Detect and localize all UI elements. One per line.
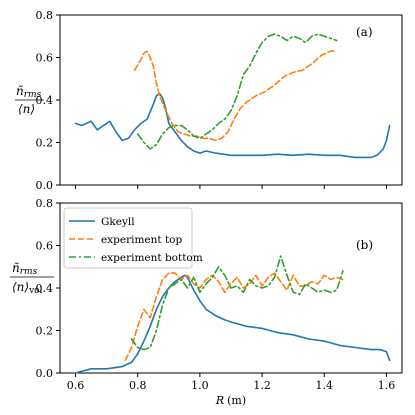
legend-label-3: experiment bottom [101,252,203,264]
panel-a-y-tick-label: 0.8 [36,9,54,22]
panel-a-ylabel-denominator: ⟨n⟩ [18,102,35,116]
panel-b-series-line-1 [74,274,391,374]
panel-b-series [74,255,391,374]
panel-a-y-tick-label: 0.6 [36,52,54,65]
legend-items: Gkeyll experiment top experiment bottom [69,216,203,264]
panel-b-x-tick-label: 1.6 [378,379,396,392]
panel-b-series-line-3 [130,255,344,351]
panel-b: 0.0 0.2 0.4 0.6 0.8 0.6 0.8 1.0 1.2 1.4 1.6 (b) ñ… [10,197,403,407]
panel-b-label: (b) [356,238,373,252]
panel-b-y-tick-label: 0.8 [36,197,54,210]
panel-a-y-tick-label: 0.2 [36,137,54,150]
panel-a-y-ticks: 0.0 0.2 0.4 0.6 0.8 [36,9,60,192]
panel-b-series-line-2 [124,272,344,362]
panel-b-y-tick-label: 0.2 [36,325,54,338]
legend-box [63,207,193,269]
panel-a: 0.0 0.2 0.4 0.6 0.8 (a) ñrms ⟨n⟩ [15,9,403,192]
panel-b-y-axis-label: ñrms ⟨n⟩vol [10,261,54,296]
panel-b-y-tick-label: 0.0 [36,367,54,380]
panel-a-series-line-2 [133,50,338,142]
panel-b-y-ticks: 0.0 0.2 0.4 0.6 0.8 [36,197,60,380]
panel-b-y-tick-label: 0.6 [36,240,54,253]
panel-b-x-tick-label: 1.0 [191,379,209,392]
panel-a-y-axis-label: ñrms ⟨n⟩ [15,84,44,116]
panel-b-x-ticks: 0.6 0.8 1.0 1.2 1.4 1.6 [67,373,395,392]
panel-a-frame [59,14,403,186]
panel-b-ylabel-numerator: ñrms [12,261,38,277]
panel-b-x-axis-label: R (m) [215,394,246,407]
panel-b-ylabel-denominator: ⟨n⟩vol [12,280,43,296]
panel-a-ylabel-numerator: ñrms [16,84,42,100]
legend-label-2: experiment top [101,234,182,246]
panel-a-x-ticks [75,185,387,189]
panel-a-y-tick-label: 0.4 [36,94,54,107]
panel-a-series [74,33,391,159]
panel-b-x-tick-label: 0.6 [67,379,85,392]
panel-a-series-line-3 [136,33,338,150]
legend: Gkeyll experiment top experiment bottom [63,207,203,269]
panel-a-y-tick-label: 0.0 [36,179,54,192]
panel-b-x-tick-label: 1.2 [253,379,271,392]
panel-b-x-tick-label: 0.8 [129,379,147,392]
legend-label-1: Gkeyll [101,216,135,228]
panel-b-y-tick-label: 0.4 [36,282,54,295]
panel-a-label: (a) [356,25,373,39]
panel-a-series-line-1 [74,92,391,159]
panel-b-x-tick-label: 1.4 [316,379,334,392]
